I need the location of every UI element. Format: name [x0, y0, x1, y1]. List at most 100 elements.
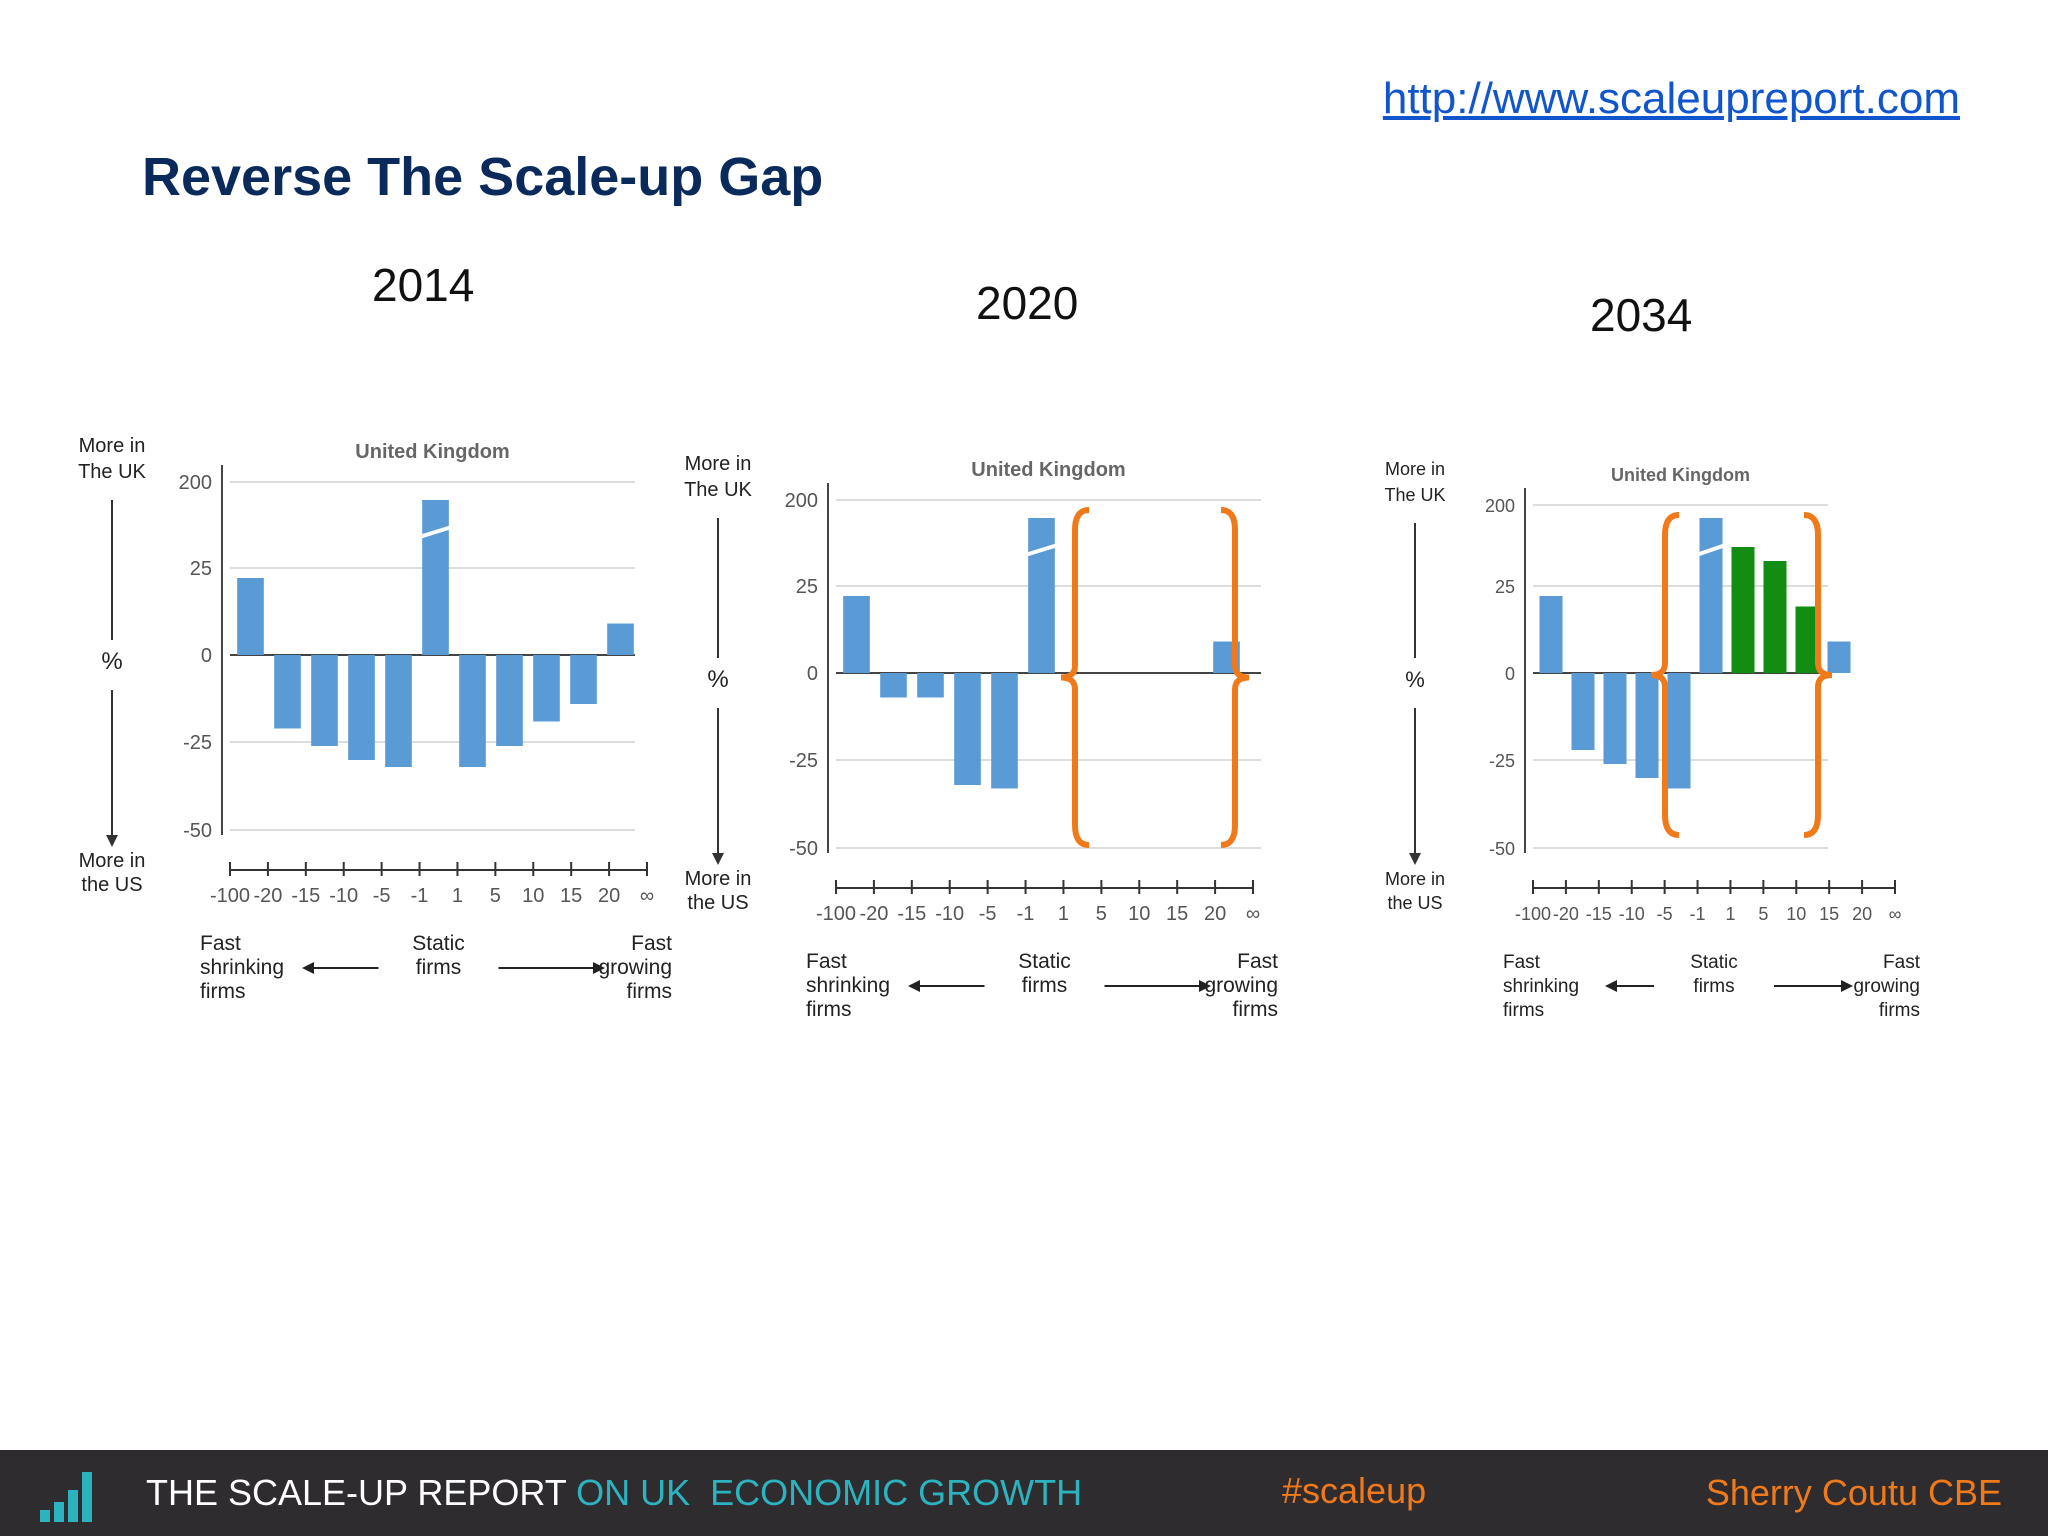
- x-tick-label: 15: [1166, 903, 1188, 925]
- axis-break-mark: [415, 524, 456, 540]
- x-tick-label: 20: [1204, 903, 1226, 925]
- chart-2034: United Kingdom 200 25 0 -25 -50 More in The UK%…: [1384, 459, 1921, 1021]
- bar: [917, 673, 944, 698]
- year-label-2014: 2014: [372, 259, 475, 311]
- y-tick-label: 200: [785, 490, 818, 512]
- bar: [237, 578, 264, 655]
- report-title: THE SCALE-UP REPORT ON UK ECONOMIC GROWT…: [146, 1472, 1082, 1514]
- x-label-left: firms: [1503, 1000, 1544, 1021]
- y-label-bottom: More in: [1385, 869, 1445, 889]
- x-label-left: Fast: [806, 950, 847, 973]
- x-tick-label: -15: [291, 885, 320, 907]
- x-arrow-left-head: [908, 980, 920, 992]
- x-label-right: Fast: [631, 932, 672, 955]
- bar: [1731, 547, 1755, 673]
- x-tick-label: 15: [1819, 904, 1839, 924]
- x-tick-label: ∞: [640, 885, 654, 907]
- x-tick-label: -1: [1017, 903, 1035, 925]
- x-label-right: firms: [1879, 1000, 1920, 1021]
- y-label-top-line2: The UK: [684, 479, 752, 501]
- x-tick-label: -20: [253, 885, 282, 907]
- x-tick-label: -5: [1657, 904, 1673, 924]
- page-title: Reverse The Scale-up Gap: [142, 147, 824, 207]
- bar: [991, 673, 1018, 789]
- bar: [1667, 673, 1691, 789]
- chart-2014: United Kingdom 200 25 0 -25 -50 More in The UK%…: [78, 435, 673, 1003]
- x-tick-label: 1: [1725, 904, 1735, 924]
- chart-title: United Kingdom: [355, 441, 509, 463]
- author-name: Sherry Coutu CBE: [1705, 1472, 2002, 1513]
- chart-2020: United Kingdom 200 25 0 -25 -50 More in The UK%…: [684, 453, 1279, 1021]
- y-tick-label: -50: [183, 820, 212, 842]
- x-tick-label: ∞: [1246, 903, 1260, 925]
- bar: [311, 655, 338, 746]
- y-tick-label: -25: [183, 732, 212, 754]
- x-tick-label: 1: [1058, 903, 1069, 925]
- bar-chart-logo-icon: [40, 1472, 92, 1522]
- x-tick-label: -100: [816, 903, 856, 925]
- x-tick-label: -20: [859, 903, 888, 925]
- year-label-2020: 2020: [976, 277, 1079, 329]
- y-label-mid: %: [707, 666, 728, 693]
- hashtag: #scaleup: [1282, 1470, 1427, 1511]
- x-tick-label: -20: [1553, 904, 1579, 924]
- report-title-accent: ON UK ECONOMIC GROWTH: [576, 1472, 1083, 1513]
- x-label-right: growing: [1204, 974, 1278, 997]
- bar: [533, 655, 560, 722]
- footer-bar: THE SCALE-UP REPORT ON UK ECONOMIC GROWT…: [0, 1450, 2048, 1536]
- x-tick-label: 5: [490, 885, 501, 907]
- bar: [1539, 596, 1563, 673]
- x-label-mid: Static: [412, 932, 465, 955]
- bar: [1571, 673, 1595, 750]
- x-arrow-left-head: [302, 962, 314, 974]
- y-arrow-down-head: [1409, 853, 1421, 865]
- year-label-2034: 2034: [1590, 289, 1693, 341]
- x-label-mid: Static: [1018, 950, 1071, 973]
- x-label-mid: firms: [416, 956, 462, 979]
- bar: [1699, 518, 1723, 673]
- y-arrow-down-head: [712, 853, 724, 865]
- x-tick-label: ∞: [1889, 904, 1902, 924]
- y-label-mid: %: [101, 648, 122, 675]
- x-label-right: Fast: [1883, 952, 1921, 973]
- x-arrow-right-head: [1841, 980, 1853, 992]
- y-arrow-down-head: [106, 835, 118, 847]
- bar: [459, 655, 486, 767]
- bar: [1763, 561, 1787, 673]
- y-tick-label: 25: [190, 558, 212, 580]
- x-label-mid: firms: [1693, 976, 1734, 997]
- x-tick-label: -100: [1515, 904, 1551, 924]
- x-label-right: growing: [1853, 976, 1920, 997]
- x-tick-label: 1: [452, 885, 463, 907]
- x-arrow-left-head: [1605, 980, 1617, 992]
- bar: [422, 500, 449, 655]
- x-tick-label: -5: [979, 903, 997, 925]
- x-label-right: firms: [1233, 998, 1279, 1021]
- y-tick-label: 25: [1495, 577, 1515, 597]
- x-label-right: firms: [627, 980, 673, 1003]
- bar: [1603, 673, 1627, 764]
- chart-title: United Kingdom: [1611, 465, 1750, 485]
- x-arrow-right-head: [593, 962, 605, 974]
- x-label-right: Fast: [1237, 950, 1278, 973]
- x-arrow-right-head: [1199, 980, 1211, 992]
- y-label-top: More in: [1385, 459, 1445, 479]
- x-label-left: Fast: [200, 932, 241, 955]
- x-label-mid: Static: [1690, 952, 1738, 973]
- x-tick-label: 20: [1852, 904, 1872, 924]
- y-tick-label: -50: [1489, 839, 1515, 859]
- x-label-mid: firms: [1022, 974, 1068, 997]
- axis-break-mark: [1021, 542, 1062, 558]
- bar: [385, 655, 412, 767]
- bar: [954, 673, 981, 785]
- x-label-left: Fast: [1503, 952, 1541, 973]
- bar: [1635, 673, 1659, 778]
- x-tick-label: 5: [1758, 904, 1768, 924]
- bar: [1795, 606, 1819, 673]
- y-label-bottom-line2: the US: [687, 892, 748, 914]
- y-label-top-line2: The UK: [78, 461, 146, 483]
- x-tick-label: -10: [329, 885, 358, 907]
- bar: [607, 623, 634, 655]
- report-title-prefix: THE SCALE-UP REPORT: [146, 1472, 577, 1513]
- source-link[interactable]: http://www.scaleupreport.com: [1382, 74, 1960, 123]
